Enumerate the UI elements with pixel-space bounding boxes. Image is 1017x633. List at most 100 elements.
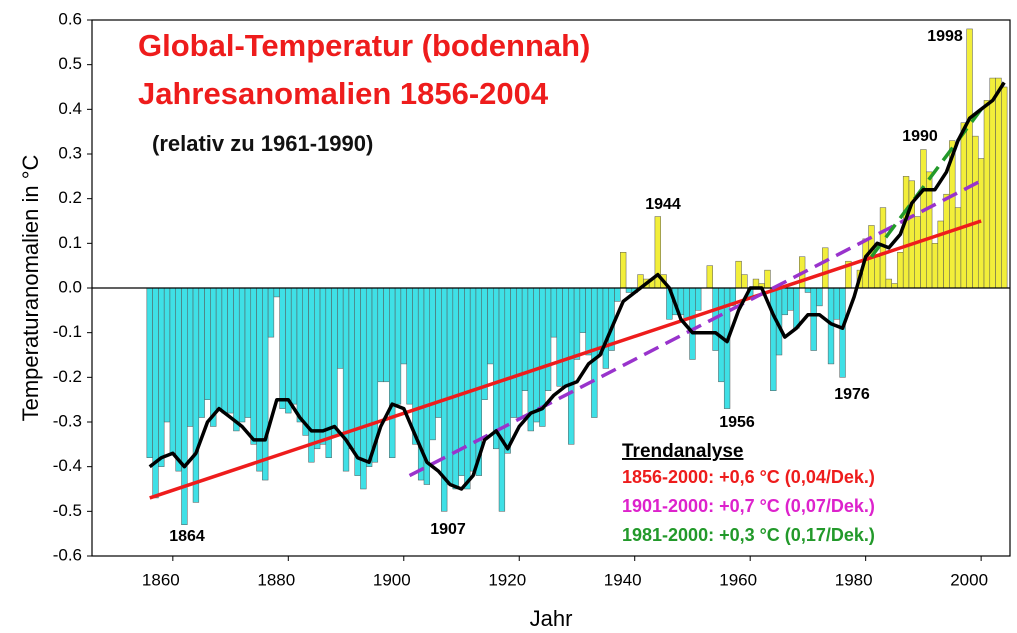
bar [614, 287, 621, 302]
bar [516, 287, 523, 418]
bar [625, 287, 633, 293]
bar [498, 287, 506, 512]
bar [314, 287, 321, 450]
annotation: 1864 [169, 528, 205, 545]
legend-entry: 1981-2000: +0,3 °C (0,17/Dek.) [622, 525, 875, 545]
bar [954, 207, 962, 289]
y-tick-label: -0.6 [53, 545, 82, 564]
annotation: 1944 [645, 196, 681, 213]
bar [741, 274, 748, 289]
bar [290, 287, 298, 405]
bar [302, 287, 309, 436]
legend-entry: 1856-2000: +0,6 °C (0,04/Dek.) [622, 467, 875, 487]
bar [221, 287, 228, 414]
bar [331, 287, 338, 436]
bar [920, 149, 927, 289]
bar [464, 287, 471, 490]
bar [354, 287, 361, 476]
bar [337, 287, 344, 369]
y-tick-label: -0.1 [53, 322, 82, 341]
bar [389, 287, 396, 458]
y-tick-label: 0.3 [58, 143, 82, 162]
bar [233, 287, 240, 432]
bar [544, 287, 552, 391]
annotation: 1956 [719, 414, 755, 431]
x-tick-label: 2000 [950, 570, 988, 589]
x-tick-label: 1960 [719, 570, 757, 589]
annotation: 1990 [902, 128, 938, 145]
bar [885, 278, 892, 289]
bar [914, 216, 921, 289]
y-tick-label: 0.1 [58, 233, 82, 252]
bar [579, 287, 586, 333]
bar [735, 260, 742, 289]
bar [995, 77, 1002, 289]
bar [348, 287, 355, 450]
bar [325, 287, 332, 458]
chart-subtitle: (relativ zu 1961-1990) [152, 131, 373, 156]
bar [556, 287, 563, 387]
bar [158, 287, 165, 467]
bar [256, 287, 263, 472]
bar [972, 135, 979, 289]
bar [706, 265, 713, 289]
bar [365, 287, 373, 467]
x-tick-label: 1920 [488, 570, 526, 589]
annotation: 1976 [834, 386, 870, 403]
y-tick-label: -0.5 [53, 501, 82, 520]
y-tick-label: 0.6 [58, 9, 82, 28]
bar [793, 287, 800, 329]
bar [435, 287, 442, 418]
bar [550, 287, 558, 338]
trend-line [408, 179, 982, 478]
y-tick-label: -0.4 [53, 456, 82, 475]
bar [383, 287, 390, 383]
bar [152, 287, 159, 499]
x-tick-label: 1900 [373, 570, 411, 589]
bar [487, 287, 494, 365]
bar [602, 287, 609, 369]
bar [215, 287, 223, 409]
bar [429, 287, 436, 441]
bar [573, 287, 581, 360]
bar [810, 287, 817, 351]
bar [897, 252, 904, 289]
bar [285, 287, 292, 414]
bar [400, 287, 407, 365]
bar [1001, 86, 1008, 289]
y-tick-label: -0.2 [53, 367, 82, 386]
bar [620, 252, 627, 289]
bar [146, 287, 153, 458]
bar [902, 176, 910, 289]
bar [816, 287, 823, 307]
bar [591, 287, 598, 418]
bar [204, 287, 211, 400]
smoothed-line [148, 81, 1006, 491]
annotation: 1907 [430, 521, 466, 538]
bar [406, 287, 413, 405]
bar [527, 287, 534, 432]
bar [244, 287, 252, 418]
x-axis-label: Jahr [530, 606, 573, 631]
bar [210, 287, 217, 427]
bar [377, 287, 384, 383]
bar [412, 287, 419, 445]
bar [267, 287, 275, 338]
annotation: 1998 [927, 28, 963, 45]
bar [308, 287, 315, 463]
bar [689, 287, 696, 360]
legend-title: Trendanalyse [622, 441, 743, 462]
bar [989, 77, 996, 289]
bar [533, 287, 540, 423]
x-tick-label: 1980 [835, 570, 873, 589]
bar [943, 193, 950, 289]
bar [296, 287, 303, 423]
bar [568, 287, 575, 445]
bar [163, 287, 171, 423]
legend-entry: 1901-2000: +0,7 °C (0,07/Dek.) [622, 496, 875, 516]
bar [585, 287, 592, 356]
bar [683, 287, 690, 320]
bar [394, 287, 402, 405]
bar [695, 287, 702, 311]
